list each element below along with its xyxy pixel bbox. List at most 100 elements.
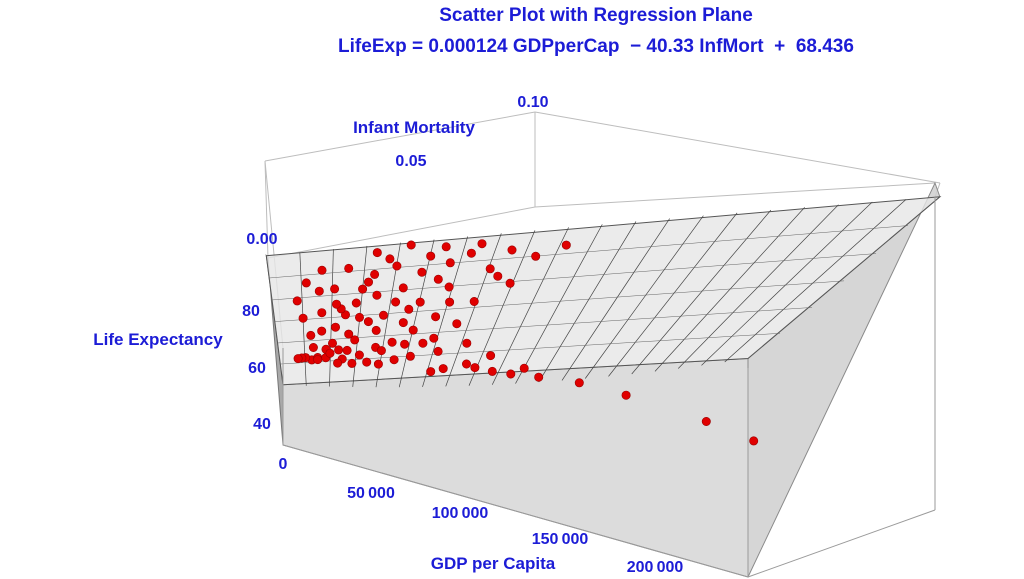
- bounding-box-back-edges: [264, 111, 941, 349]
- data-point: [519, 363, 529, 373]
- plane-mesh-line: [280, 333, 781, 365]
- data-point: [391, 297, 401, 307]
- data-point: [325, 348, 335, 358]
- data-point: [466, 248, 476, 258]
- data-point: [344, 263, 354, 273]
- data-point: [331, 299, 341, 309]
- data-point: [470, 363, 480, 373]
- box-edge: [267, 206, 536, 259]
- data-point: [441, 242, 451, 252]
- data-point: [574, 378, 584, 388]
- data-point: [313, 355, 323, 365]
- data-point: [438, 364, 448, 374]
- plane-mesh-line: [445, 233, 502, 387]
- data-point: [308, 342, 318, 352]
- data-point: [507, 245, 517, 255]
- infmort-tick-label: 0.00: [246, 231, 277, 248]
- data-point: [372, 290, 382, 300]
- data-point: [334, 345, 344, 355]
- box-edge: [264, 160, 269, 259]
- plane-mesh-line: [538, 221, 637, 383]
- data-point: [415, 297, 425, 307]
- data-point: [354, 350, 364, 360]
- plane-mesh-line: [515, 224, 603, 384]
- data-point: [387, 337, 397, 347]
- plane-mesh-line: [561, 218, 670, 381]
- data-point: [333, 358, 343, 368]
- data-point: [317, 326, 327, 336]
- data-point: [358, 284, 368, 294]
- data-point: [485, 264, 495, 274]
- infmort-tick-label: 0.05: [395, 153, 426, 170]
- data-point: [372, 248, 382, 258]
- life-expectancy-axis-label: Life Expectancy: [93, 330, 223, 349]
- data-point: [314, 286, 324, 296]
- plane-mesh-line: [584, 215, 704, 379]
- plane-front-wall: [282, 357, 749, 578]
- data-point: [317, 265, 327, 275]
- plane-mesh-line: [631, 209, 772, 375]
- data-point: [418, 338, 428, 348]
- data-point: [363, 277, 373, 287]
- data-point: [398, 318, 408, 328]
- lifeexp-tick-label: 60: [248, 360, 266, 377]
- data-point: [347, 358, 357, 368]
- data-point: [701, 416, 711, 426]
- data-point: [429, 333, 439, 343]
- data-point: [385, 254, 395, 264]
- data-point: [354, 312, 364, 322]
- data-point: [561, 240, 571, 250]
- box-edge: [264, 111, 536, 162]
- data-point: [327, 338, 337, 348]
- gdp-tick-label: 0: [279, 456, 288, 473]
- plane-mesh-line: [329, 249, 334, 387]
- gdp-tick-label: 150 000: [532, 531, 589, 548]
- data-point: [293, 354, 303, 364]
- data-point: [531, 251, 541, 261]
- chart-title: Scatter Plot with Regression Plane: [439, 5, 753, 26]
- data-point: [330, 284, 340, 294]
- data-point: [749, 436, 759, 446]
- data-point: [486, 351, 496, 361]
- plane-mesh-line: [269, 225, 909, 279]
- data-point: [493, 271, 503, 281]
- lifeexp-tick-label: 40: [253, 416, 271, 433]
- data-point: [404, 304, 414, 314]
- data-point: [452, 319, 462, 329]
- chart-subtitle: LifeExp = 0.000124 GDPperCap − 40.33 Inf…: [338, 36, 854, 57]
- data-point: [433, 274, 443, 284]
- plane-mesh-line: [608, 212, 738, 377]
- data-point: [398, 283, 408, 293]
- data-point: [433, 346, 443, 356]
- data-point: [362, 357, 372, 367]
- data-point: [445, 297, 455, 307]
- infmort-tick-label: 0.10: [517, 94, 548, 111]
- data-point: [426, 251, 436, 261]
- gdp-tick-label: 100 000: [432, 505, 489, 522]
- data-point: [405, 351, 415, 361]
- data-point: [406, 240, 416, 250]
- plane-mesh-line: [277, 307, 813, 344]
- data-point: [378, 310, 388, 320]
- data-point: [351, 298, 361, 308]
- data-point: [426, 367, 436, 377]
- data-point: [373, 359, 383, 369]
- data-point: [506, 369, 516, 379]
- box-edge: [747, 509, 936, 578]
- plane-mesh-line: [398, 239, 435, 388]
- lifeexp-tick-label: 80: [242, 303, 260, 320]
- box-edge: [534, 182, 936, 208]
- plane-mesh-line: [271, 253, 877, 301]
- data-point: [461, 359, 471, 369]
- data-point: [417, 267, 427, 277]
- data-point: [392, 261, 402, 271]
- plane-mesh-line: [422, 236, 469, 388]
- plane-mesh-line: [677, 204, 839, 369]
- data-point: [363, 317, 373, 327]
- data-points: [292, 239, 759, 446]
- data-point: [306, 330, 316, 340]
- data-point: [444, 282, 454, 292]
- data-point: [462, 338, 472, 348]
